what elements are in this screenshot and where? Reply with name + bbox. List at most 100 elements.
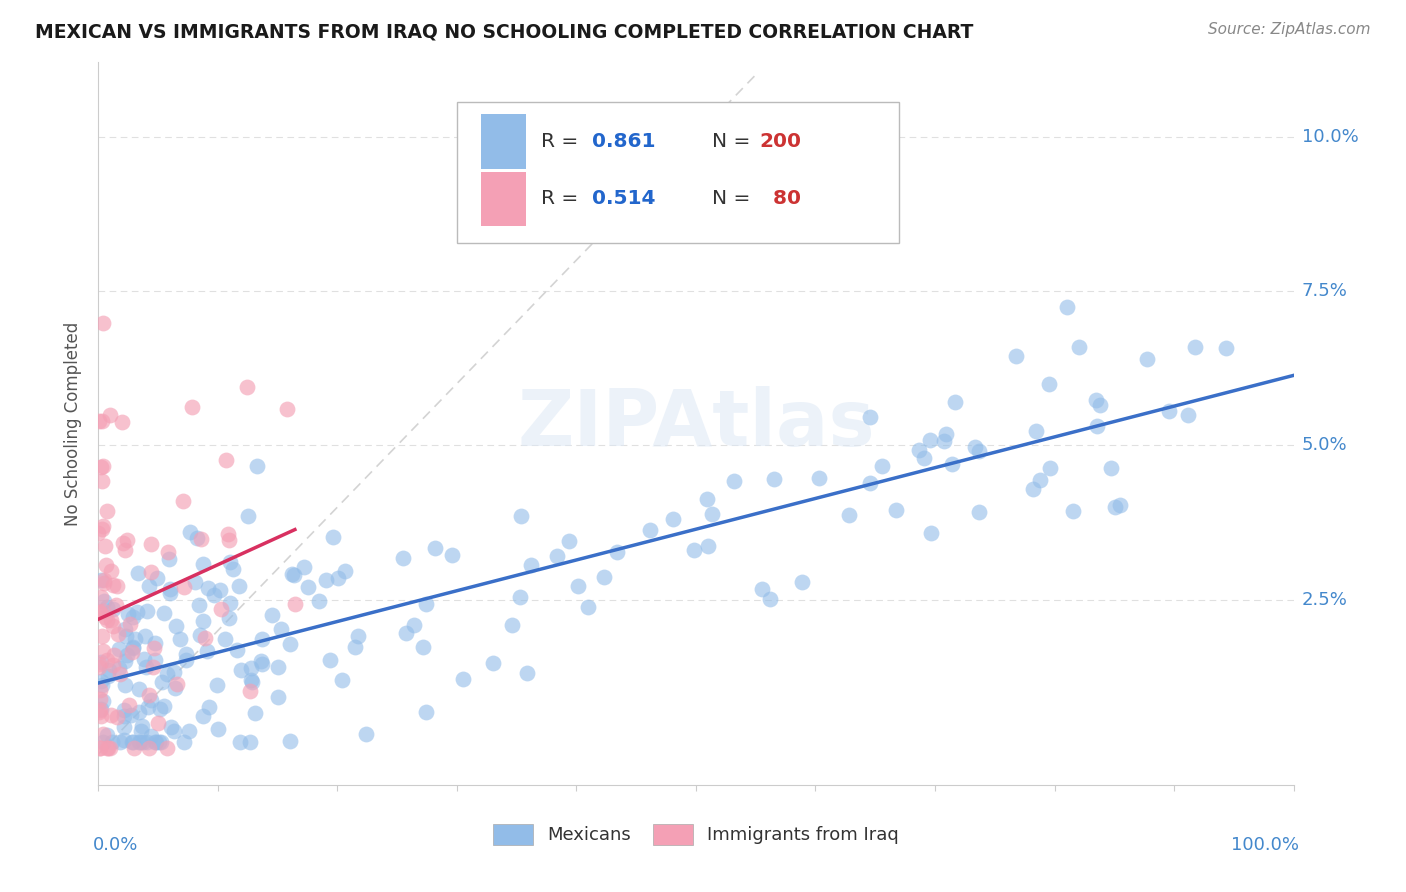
Point [229, 735, 252, 749]
Point [402, 618, 425, 632]
Point [207, 723, 229, 737]
Point [412, 640, 434, 654]
Point [239, 735, 262, 749]
Point [965, 440, 987, 454]
Point [235, 380, 257, 394]
Point [333, 564, 356, 578]
Point [129, 735, 152, 749]
Point [723, 474, 745, 488]
Point [104, 599, 127, 613]
Point [1039, 461, 1062, 475]
Point [159, 585, 181, 599]
Point [112, 709, 135, 723]
Point [143, 735, 166, 749]
Point [221, 562, 243, 576]
Point [139, 537, 162, 551]
Point [174, 648, 197, 662]
Point [108, 735, 131, 749]
Point [278, 637, 301, 651]
Point [1084, 392, 1107, 407]
Point [576, 599, 599, 614]
Point [1005, 350, 1028, 364]
Point [884, 503, 907, 517]
Point [114, 622, 136, 636]
Point [354, 727, 377, 741]
Point [231, 663, 253, 677]
Point [105, 710, 128, 724]
Point [138, 740, 160, 755]
Point [138, 579, 160, 593]
Point [347, 629, 370, 643]
Point [108, 641, 131, 656]
Point [281, 566, 304, 581]
Point [319, 653, 342, 667]
Point [751, 582, 773, 596]
Point [215, 452, 238, 467]
Point [134, 629, 156, 643]
Point [89, 414, 111, 428]
Point [90, 573, 112, 587]
Point [219, 555, 242, 569]
Point [115, 533, 138, 548]
Point [93, 316, 115, 330]
Point [661, 512, 683, 526]
Point [501, 618, 523, 632]
Point [150, 675, 173, 690]
Point [120, 708, 142, 723]
Point [184, 575, 207, 590]
Point [89, 703, 111, 717]
Point [163, 681, 186, 695]
Point [157, 545, 180, 559]
Y-axis label: No Schooling Completed: No Schooling Completed [65, 322, 83, 525]
Point [280, 734, 302, 748]
Point [91, 727, 114, 741]
Point [145, 735, 167, 749]
Point [136, 735, 159, 749]
Point [149, 702, 172, 716]
Point [96, 653, 118, 667]
Text: R =: R = [541, 189, 578, 209]
Point [111, 536, 134, 550]
Point [186, 531, 208, 545]
Point [146, 715, 169, 730]
Point [859, 475, 882, 490]
Point [326, 570, 349, 584]
Point [1215, 341, 1237, 355]
Text: 80: 80 [759, 189, 801, 209]
Point [516, 665, 538, 680]
Point [114, 629, 136, 643]
Point [112, 720, 135, 734]
Point [415, 597, 437, 611]
Point [209, 602, 232, 616]
Point [423, 541, 446, 555]
Point [214, 632, 236, 646]
Point [197, 581, 219, 595]
Point [91, 693, 114, 707]
Point [166, 677, 188, 691]
Point [107, 627, 129, 641]
Point [180, 400, 202, 414]
Point [546, 549, 568, 564]
Point [1088, 398, 1111, 412]
Point [683, 543, 706, 558]
Point [118, 698, 141, 712]
Point [920, 526, 942, 541]
Point [91, 735, 114, 749]
Legend: Mexicans, Immigrants from Iraq: Mexicans, Immigrants from Iraq [486, 816, 905, 852]
Point [177, 723, 200, 738]
Point [90, 414, 112, 428]
Point [96, 728, 118, 742]
Point [453, 672, 475, 686]
Point [97, 740, 120, 755]
Point [94, 539, 117, 553]
Point [1056, 300, 1078, 314]
Point [759, 591, 782, 606]
Point [115, 648, 138, 663]
Point [276, 402, 298, 417]
Point [218, 596, 240, 610]
Point [236, 509, 259, 524]
Point [90, 460, 112, 475]
Point [100, 740, 122, 755]
Text: 0.514: 0.514 [592, 189, 655, 209]
Point [93, 594, 115, 608]
